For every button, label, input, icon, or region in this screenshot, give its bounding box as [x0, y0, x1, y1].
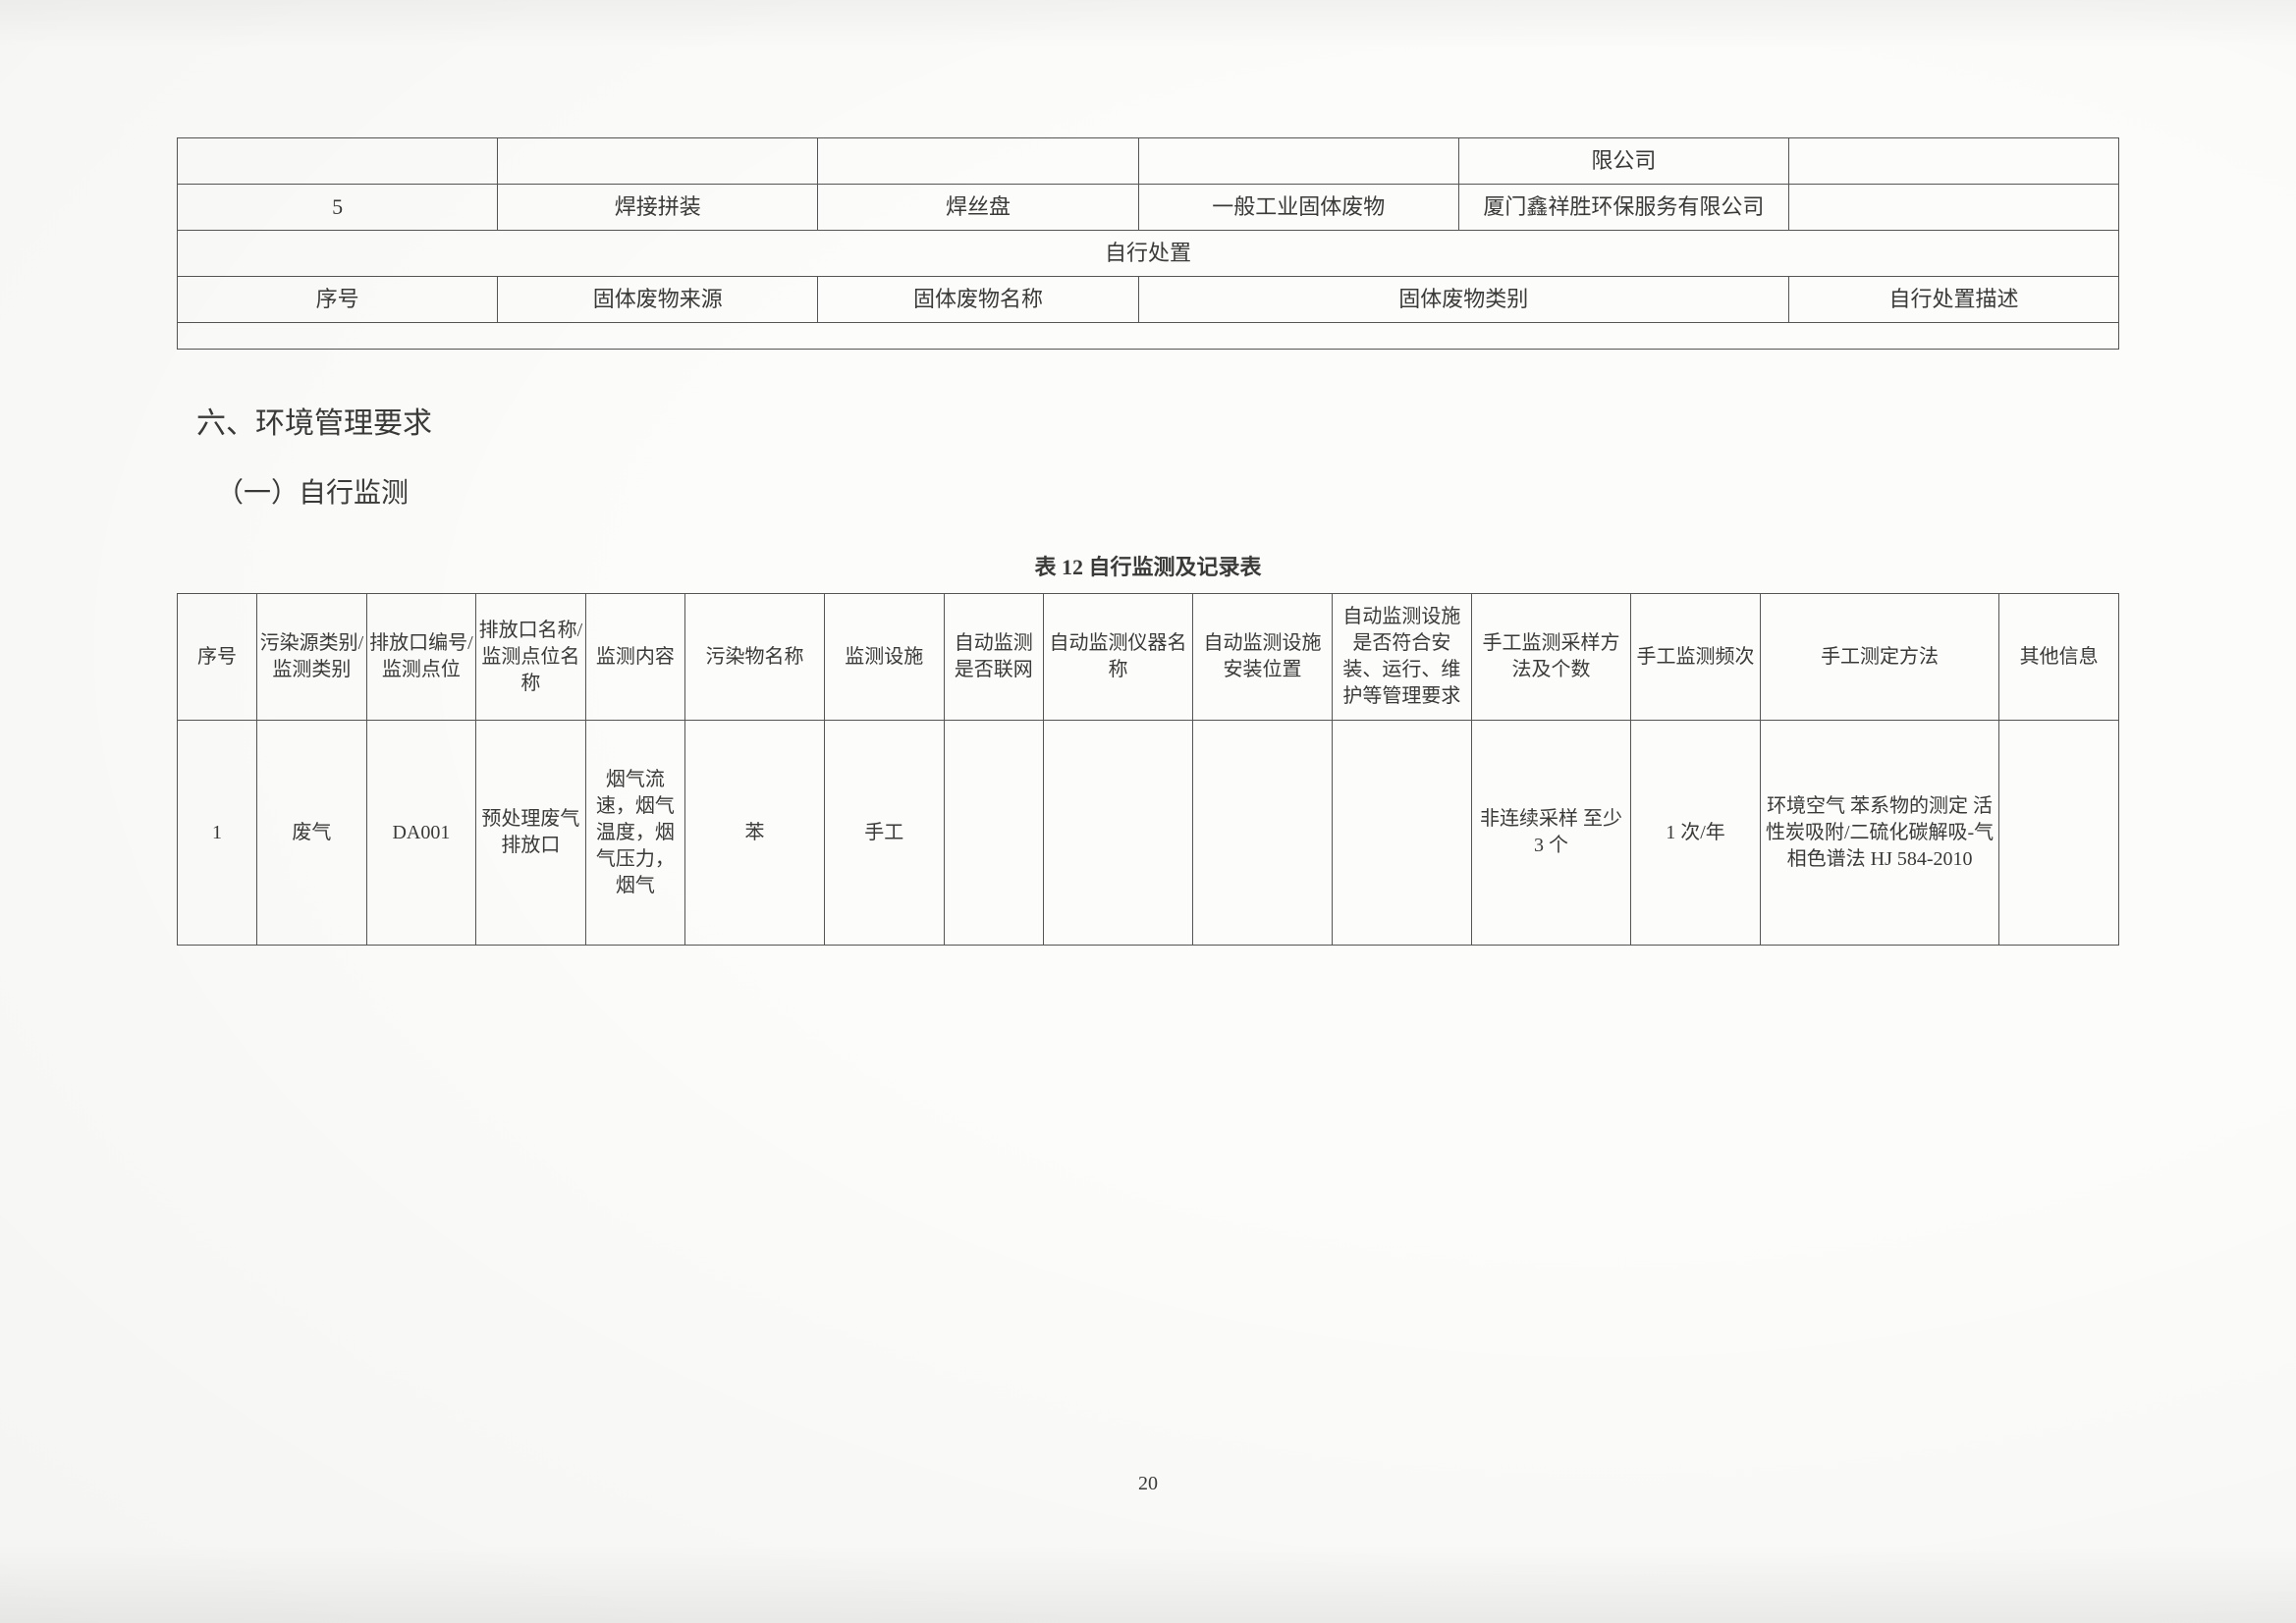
- th-auto-instrument: 自动监测仪器名称: [1043, 594, 1192, 721]
- cell-auto-position: [1193, 721, 1333, 946]
- cell-content: 烟气流速，烟气温度，烟气压力，烟气: [585, 721, 684, 946]
- cell-other: [1999, 721, 2119, 946]
- th-manual-sampling: 手工监测采样方法及个数: [1471, 594, 1630, 721]
- cell-source: 焊接拼装: [498, 185, 818, 231]
- th-outlet-name: 排放口名称/监测点位名称: [476, 594, 586, 721]
- cell-empty: [178, 323, 2119, 350]
- cell: [498, 138, 818, 185]
- th-seq: 序号: [178, 594, 257, 721]
- scan-top-shadow: [0, 0, 2296, 49]
- cell: [818, 138, 1138, 185]
- scan-bottom-shadow: [0, 1544, 2296, 1623]
- table-row: 1 废气 DA001 预处理废气排放口 烟气流速，烟气温度，烟气压力，烟气 苯 …: [178, 721, 2119, 946]
- header-source: 固体废物来源: [498, 277, 818, 323]
- cell-facility: 手工: [824, 721, 944, 946]
- header-name: 固体废物名称: [818, 277, 1138, 323]
- cell-category: 一般工业固体废物: [1138, 185, 1458, 231]
- cell: [178, 138, 498, 185]
- cell-auto-compliance: [1332, 721, 1471, 946]
- cell-manual-method: 环境空气 苯系物的测定 活性炭吸附/二硫化碳解吸-气相色谱法 HJ 584-20…: [1760, 721, 1998, 946]
- document-page: 限公司 5 焊接拼装 焊丝盘 一般工业固体废物 厦门鑫祥胜环保服务有限公司 自行…: [0, 0, 2296, 1623]
- th-facility: 监测设施: [824, 594, 944, 721]
- th-other: 其他信息: [1999, 594, 2119, 721]
- sub-heading: （一）自行监测: [216, 471, 2119, 511]
- cell-auto-net: [944, 721, 1043, 946]
- cell-seq: 5: [178, 185, 498, 231]
- th-auto-compliance: 自动监测设施是否符合安装、运行、维护等管理要求: [1332, 594, 1471, 721]
- cell-pollutant: 苯: [685, 721, 825, 946]
- cell-name: 焊丝盘: [818, 185, 1138, 231]
- th-content: 监测内容: [585, 594, 684, 721]
- cell-manual-sampling: 非连续采样 至少 3 个: [1471, 721, 1630, 946]
- th-manual-freq: 手工监测频次: [1631, 594, 1761, 721]
- section-heading: 六、环境管理要求: [196, 399, 2119, 442]
- page-number: 20: [0, 1473, 2296, 1495]
- th-manual-method: 手工测定方法: [1760, 594, 1998, 721]
- cell: [1788, 138, 2118, 185]
- th-auto-position: 自动监测设施安装位置: [1193, 594, 1333, 721]
- table-row: 5 焊接拼装 焊丝盘 一般工业固体废物 厦门鑫祥胜环保服务有限公司: [178, 185, 2119, 231]
- header-category: 固体废物类别: [1138, 277, 1788, 323]
- cell-source-type: 废气: [257, 721, 367, 946]
- cell-auto-instrument: [1043, 721, 1192, 946]
- table-row-header: 序号 固体废物来源 固体废物名称 固体废物类别 自行处置描述: [178, 277, 2119, 323]
- th-outlet-id: 排放口编号/监测点位: [366, 594, 476, 721]
- cell-outlet-id: DA001: [366, 721, 476, 946]
- table-row-partial: 限公司: [178, 138, 2119, 185]
- cell-disposer-cont: 限公司: [1458, 138, 1788, 185]
- table-row-empty: [178, 323, 2119, 350]
- cell-disposer: 厦门鑫祥胜环保服务有限公司: [1458, 185, 1788, 231]
- header-desc: 自行处置描述: [1788, 277, 2118, 323]
- cell: [1138, 138, 1458, 185]
- cell-self-dispose-title: 自行处置: [178, 231, 2119, 277]
- table-row-section: 自行处置: [178, 231, 2119, 277]
- monitoring-record-table: 序号 污染源类别/监测类别 排放口编号/监测点位 排放口名称/监测点位名称 监测…: [177, 593, 2119, 946]
- cell-outlet-name: 预处理废气排放口: [476, 721, 586, 946]
- header-seq: 序号: [178, 277, 498, 323]
- table-caption: 表 12 自行监测及记录表: [177, 550, 2119, 581]
- cell-manual-freq: 1 次/年: [1631, 721, 1761, 946]
- waste-disposal-table: 限公司 5 焊接拼装 焊丝盘 一般工业固体废物 厦门鑫祥胜环保服务有限公司 自行…: [177, 137, 2119, 350]
- th-source-type: 污染源类别/监测类别: [257, 594, 367, 721]
- th-auto-net: 自动监测是否联网: [944, 594, 1043, 721]
- th-pollutant: 污染物名称: [685, 594, 825, 721]
- table-header-row: 序号 污染源类别/监测类别 排放口编号/监测点位 排放口名称/监测点位名称 监测…: [178, 594, 2119, 721]
- cell-seq: 1: [178, 721, 257, 946]
- cell-desc: [1788, 185, 2118, 231]
